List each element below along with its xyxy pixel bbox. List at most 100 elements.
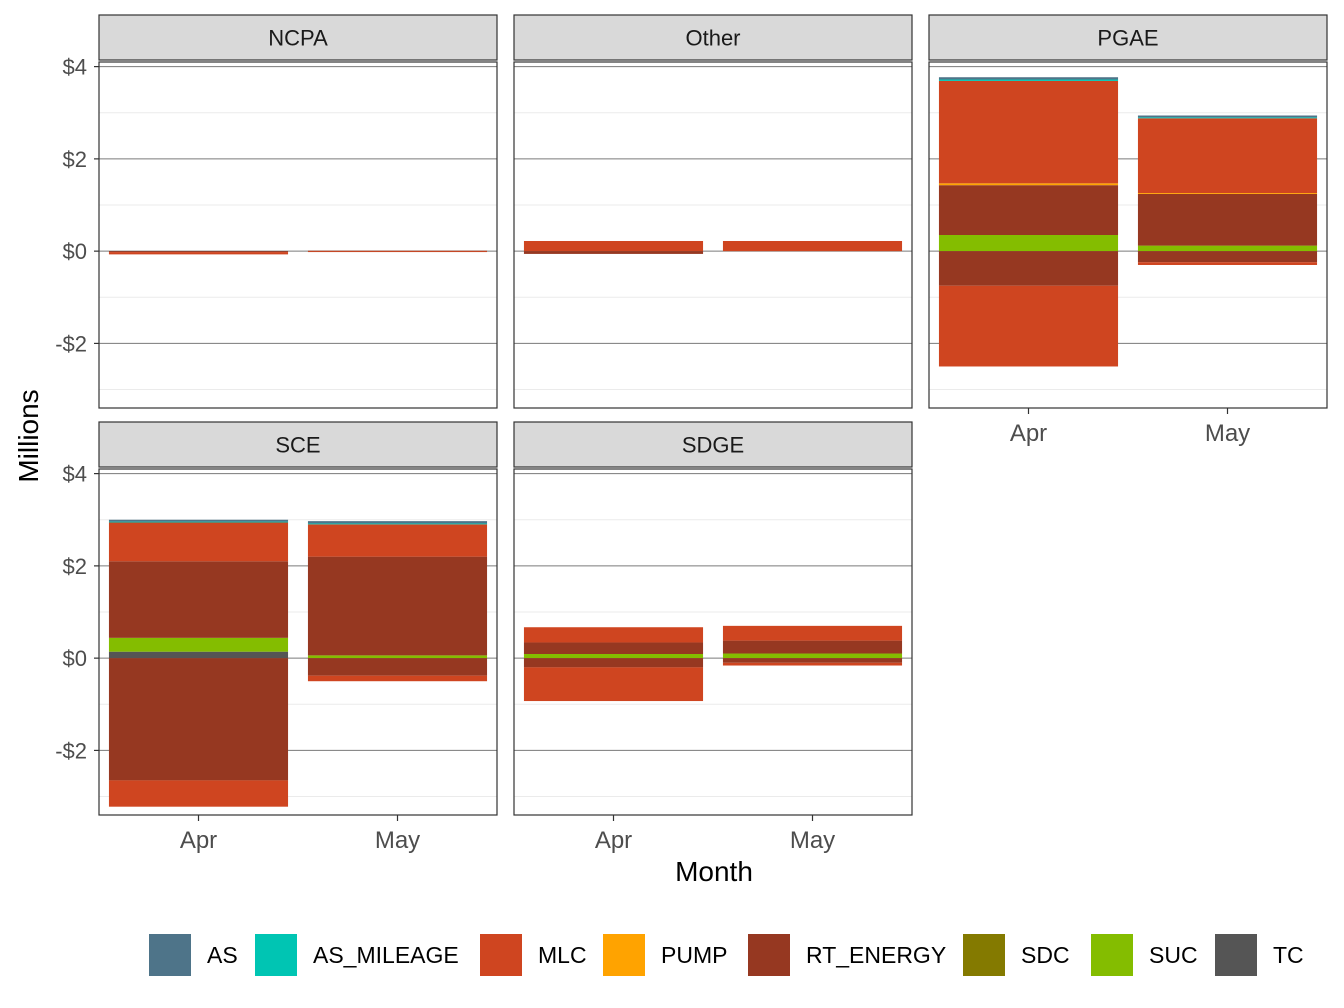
legend: AS AS_MILEAGE MLC PUMP RT_ENERGY SDC SUC TC — [149, 934, 1304, 976]
legend-swatch — [255, 934, 297, 976]
bar-segment-mlc — [108, 780, 289, 807]
bar-segment-mlc — [307, 675, 488, 682]
bar-segment-as — [108, 519, 289, 522]
facet-panels: NCPA Other PGAE SCE SDGE — [98, 14, 1328, 816]
bar-segment-suc — [108, 637, 289, 652]
bar-segment-mlc — [1137, 262, 1318, 265]
x-axes: Apr May Apr May Apr May — [180, 408, 1250, 854]
bar-segment-pump — [938, 183, 1119, 186]
bar-segment-as — [307, 521, 488, 524]
legend-label: PUMP — [661, 942, 727, 968]
bar-segment-tc — [108, 651, 289, 659]
bar-segment-pump — [1137, 193, 1318, 194]
legend-item-pump: PUMP — [603, 934, 727, 976]
bar-segment-rt_energy — [307, 658, 488, 676]
bar-segment-suc — [523, 653, 704, 659]
legend-swatch — [1091, 934, 1133, 976]
x-tick-label: Apr — [1010, 420, 1047, 447]
legend-item-mlc: MLC — [480, 934, 587, 976]
bar-segment-mlc — [722, 625, 903, 641]
plot-background — [99, 62, 497, 408]
bar-may — [1137, 115, 1318, 265]
x-tick-label: May — [790, 827, 835, 854]
bar-segment-as — [1137, 115, 1318, 118]
bar-segment-as_mileage — [108, 521, 289, 523]
bar-segment-rt_energy — [722, 658, 903, 663]
bar-may — [722, 240, 903, 252]
bar-segment-mlc — [722, 240, 903, 252]
x-tick-label: Apr — [595, 827, 632, 854]
legend-swatch — [748, 934, 790, 976]
panel-border — [98, 468, 498, 816]
bar-segment-rt_energy — [1137, 193, 1318, 246]
bar-may — [307, 521, 488, 682]
legend-swatch — [149, 934, 191, 976]
bar-segment-mlc — [938, 285, 1119, 367]
legend-swatch — [480, 934, 522, 976]
bar-segment-rt_energy — [307, 556, 488, 656]
legend-swatch — [603, 934, 645, 976]
bar-segment-suc — [938, 235, 1119, 252]
bar-segment-mlc — [108, 252, 289, 255]
bar-apr — [523, 627, 704, 702]
y-axis-title: Millions — [13, 389, 44, 482]
bar-segment-as_mileage — [307, 523, 488, 525]
y-tick-label: $0 — [63, 239, 87, 264]
facet-panel-ncpa: NCPA — [98, 14, 498, 409]
bar-segment-rt_energy — [722, 640, 903, 654]
bar-segment-rt_energy — [108, 658, 289, 781]
legend-swatch — [1215, 934, 1257, 976]
legend-item-suc: SUC — [1091, 934, 1198, 976]
legend-label: MLC — [538, 942, 587, 968]
y-tick-label: $4 — [63, 55, 87, 80]
bar-segment-mlc — [307, 524, 488, 557]
x-tick-label: Apr — [180, 827, 217, 854]
bar-segment-rt_energy — [523, 642, 704, 654]
panel-border — [928, 61, 1328, 409]
legend-swatch — [963, 934, 1005, 976]
x-tick-label: May — [375, 827, 420, 854]
bar-segment-as_mileage — [938, 79, 1119, 81]
bar-segment-as_mileage — [1137, 117, 1318, 119]
plot-background — [514, 62, 912, 408]
y-tick-label: $4 — [63, 462, 87, 487]
facet-strip — [513, 14, 913, 61]
bar-segment-as — [938, 77, 1119, 80]
facet-strip-label: SCE — [275, 433, 320, 458]
bar-may — [722, 625, 903, 666]
facet-strip-label: Other — [685, 26, 740, 51]
bar-segment-mlc — [307, 251, 488, 253]
bar-segment-mlc — [523, 240, 704, 252]
y-tick-label: $2 — [63, 554, 87, 579]
facet-panel-sdge: SDGE — [513, 421, 913, 816]
facet-strip-label: SDGE — [682, 433, 744, 458]
bar-segment-rt_energy — [523, 251, 704, 254]
legend-label: TC — [1273, 942, 1304, 968]
facet-strip-label: NCPA — [268, 26, 328, 51]
bar-segment-rt_energy — [938, 251, 1119, 286]
bar-segment-rt_energy — [307, 250, 488, 252]
legend-item-rt_energy: RT_ENERGY — [748, 934, 946, 976]
bar-segment-mlc — [1137, 118, 1318, 194]
facet-strip — [98, 421, 498, 468]
facet-strip — [513, 421, 913, 468]
legend-label: RT_ENERGY — [806, 942, 946, 968]
legend-label: SDC — [1021, 942, 1070, 968]
y-axes: -$2 $0 $2 $4 -$2 $0 $2 $4 — [55, 55, 99, 763]
bar-segment-rt_energy — [1137, 251, 1318, 263]
bar-segment-rt_energy — [108, 251, 289, 253]
y-tick-label: $2 — [63, 147, 87, 172]
y-tick-label: -$2 — [55, 331, 87, 356]
facet-strip-label: PGAE — [1097, 26, 1158, 51]
legend-item-as_mileage: AS_MILEAGE — [255, 934, 459, 976]
bar-apr — [108, 251, 289, 255]
bar-may — [307, 250, 488, 253]
legend-label: AS — [207, 942, 238, 968]
legend-label: AS_MILEAGE — [313, 942, 459, 968]
x-tick-label: May — [1205, 420, 1250, 447]
bar-segment-mlc — [523, 667, 704, 702]
panel-border — [98, 61, 498, 409]
legend-item-tc: TC — [1215, 934, 1304, 976]
legend-item-as: AS — [149, 934, 238, 976]
legend-label: SUC — [1149, 942, 1198, 968]
